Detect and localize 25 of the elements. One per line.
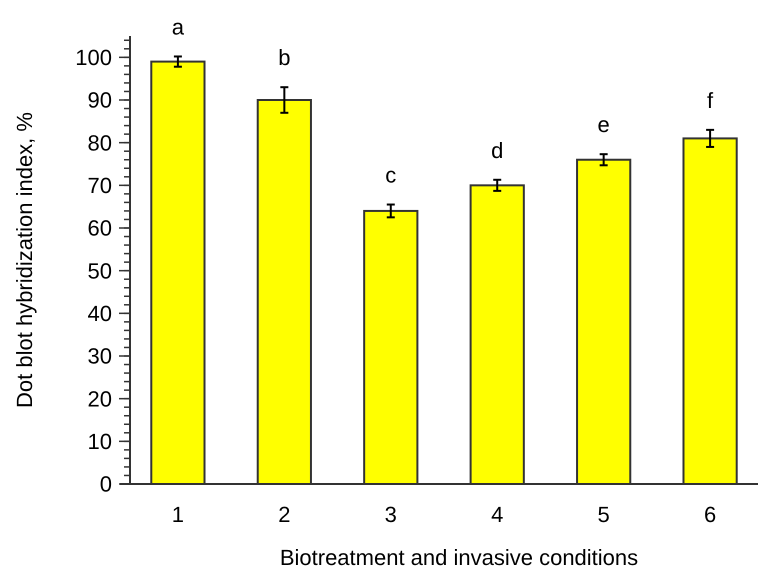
y-tick-label: 90 [88, 88, 112, 113]
y-tick-label: 70 [88, 173, 112, 198]
y-tick-label: 100 [75, 45, 112, 70]
y-tick-label: 50 [88, 258, 112, 284]
x-tick-label: 5 [598, 502, 610, 527]
annotation: e [598, 112, 610, 138]
x-tick-label: 2 [278, 502, 290, 527]
annotation: f [707, 88, 714, 113]
y-tick-label: 30 [88, 344, 112, 369]
y-tick-label: 0 [100, 472, 112, 497]
y-tick-label: 20 [88, 386, 112, 412]
x-tick-label: 6 [704, 502, 716, 527]
y-tick-label: 40 [88, 301, 112, 326]
y-tick-label: 80 [88, 130, 112, 156]
x-axis-title: Biotreatment and invasive conditions [280, 545, 638, 570]
y-axis-title: Dot blot hybridization index, % [12, 112, 37, 408]
y-tick-label: 60 [88, 216, 112, 241]
x-tick-label: 4 [491, 502, 504, 527]
y-tick-label: 10 [88, 429, 112, 454]
annotation: b [278, 45, 290, 70]
annotation: a [172, 14, 185, 40]
x-tick-label: 1 [172, 502, 184, 527]
annotation: c [385, 162, 396, 188]
x-tick-label: 3 [384, 502, 397, 527]
annotation: d [491, 138, 504, 163]
